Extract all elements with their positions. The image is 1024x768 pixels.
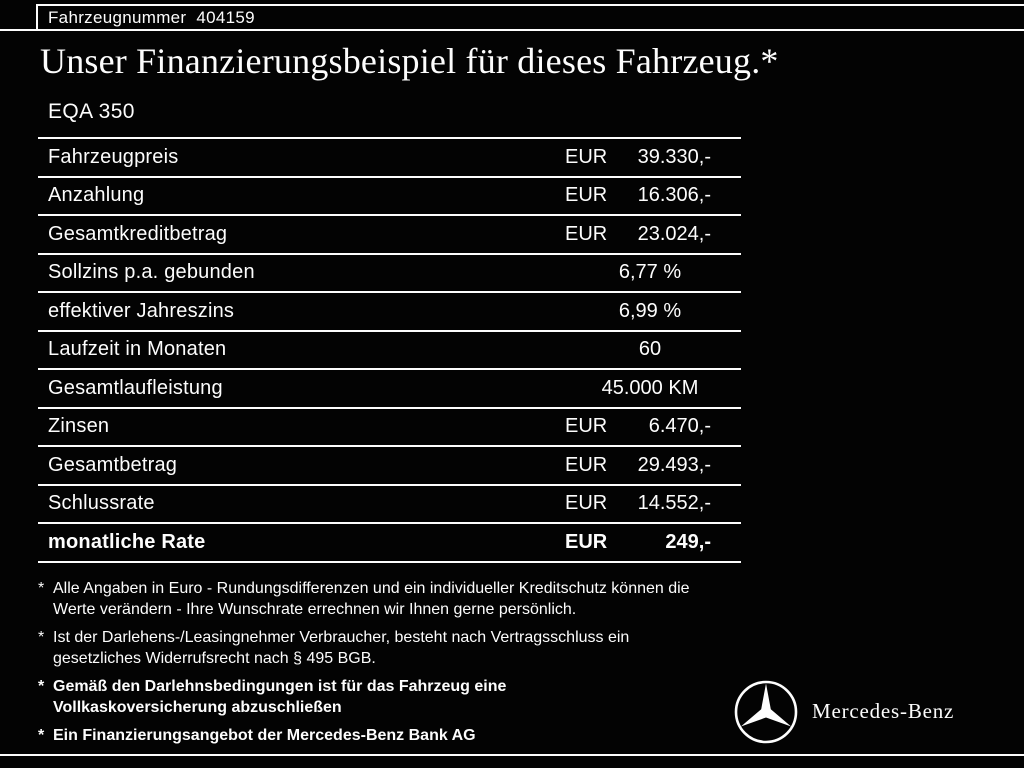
row-label: monatliche Rate <box>48 530 206 553</box>
top-divider <box>36 4 1024 6</box>
row-value: 6,77 % <box>618 261 682 284</box>
footnote: * Ist der Darlehens-/Leasingnehmer Verbr… <box>38 627 758 669</box>
table-row: Zinsen EUR 6.470,- <box>38 406 741 446</box>
table-row: Anzahlung EUR 16.306,- <box>38 175 741 215</box>
row-currency: EUR <box>565 145 608 168</box>
footnote-marker: * <box>38 727 45 744</box>
footnote-line: Vollkaskoversicherung abzuschließen <box>53 699 342 716</box>
row-value: 6.470,- <box>648 415 711 438</box>
row-currency: EUR <box>565 222 608 245</box>
row-value: 14.552,- <box>637 492 711 515</box>
footnote-marker: * <box>38 678 45 695</box>
footnote-line: Ist der Darlehens-/Leasingnehmer Verbrau… <box>53 629 630 646</box>
table-row: effektiver Jahreszins 6,99 % <box>38 291 741 330</box>
model-name: EQA 350 <box>48 100 135 123</box>
table-row: Schlussrate EUR 14.552,- <box>38 483 741 523</box>
row-label: effektiver Jahreszins <box>48 299 235 322</box>
table-row-monthly-rate: monatliche Rate EUR 249,- <box>38 522 741 563</box>
table-row: Gesamtbetrag EUR 29.493,- <box>38 445 741 484</box>
footnote-line: gesetzliches Widerrufsrecht nach § 495 B… <box>53 650 376 667</box>
row-value: 45.000 KM <box>601 376 699 399</box>
footnote-line: Gemäß den Darlehnsbedingungen ist für da… <box>53 678 507 695</box>
brand-wordmark: Mercedes-Benz <box>812 699 955 723</box>
finance-table: Fahrzeugpreis EUR 39.330,- Anzahlung EUR 1… <box>38 137 741 563</box>
top-left-tick <box>36 4 38 31</box>
footnote-line: Alle Angaben in Euro - Rundungsdifferenz… <box>53 580 690 597</box>
vehicle-number: Fahrzeugnummer 404159 <box>48 8 255 27</box>
table-row: Laufzeit in Monaten 60 <box>38 329 741 369</box>
row-label: Gesamtbetrag <box>48 453 178 476</box>
page-title: Unser Finanzierungsbeispiel für dieses F… <box>40 41 779 81</box>
table-row: Gesamtkreditbetrag EUR 23.024,- <box>38 214 741 253</box>
header-divider <box>0 29 1024 31</box>
footnote: * Alle Angaben in Euro - Rundungsdiffere… <box>38 578 758 620</box>
row-currency: EUR <box>565 184 608 207</box>
table-row: Sollzins p.a. gebunden 6,77 % <box>38 252 741 292</box>
row-label: Schlussrate <box>48 492 155 515</box>
row-value: 23.024,- <box>637 222 711 245</box>
footnote-line: Ein Finanzierungsangebot der Mercedes-Be… <box>53 727 476 744</box>
row-currency: EUR <box>565 530 608 553</box>
row-label: Gesamtlaufleistung <box>48 376 223 399</box>
row-currency: EUR <box>565 415 608 438</box>
row-label: Sollzins p.a. gebunden <box>48 261 255 284</box>
brand-block: Mercedes-Benz <box>733 679 953 745</box>
table-row: Gesamtlaufleistung 45.000 KM <box>38 368 741 407</box>
footnote: * Gemäß den Darlehnsbedingungen ist für … <box>38 676 758 718</box>
row-currency: EUR <box>565 453 608 476</box>
row-value: 249,- <box>665 530 711 553</box>
row-currency: EUR <box>565 492 608 515</box>
row-label: Gesamtkreditbetrag <box>48 222 228 245</box>
footnote: * Ein Finanzierungsangebot der Mercedes-… <box>38 725 758 746</box>
row-value: 39.330,- <box>637 145 711 168</box>
footnote-line: Werte verändern - Ihre Wunschrate errech… <box>53 601 577 618</box>
footnotes: * Alle Angaben in Euro - Rundungsdiffere… <box>38 578 758 753</box>
row-label: Laufzeit in Monaten <box>48 338 227 361</box>
mercedes-star-icon <box>734 680 798 744</box>
row-value: 29.493,- <box>637 453 711 476</box>
table-row: Fahrzeugpreis EUR 39.330,- <box>38 137 741 176</box>
row-value: 60 <box>638 338 662 361</box>
row-label: Anzahlung <box>48 184 145 207</box>
row-value: 16.306,- <box>637 184 711 207</box>
row-value: 6,99 % <box>618 299 682 322</box>
row-label: Zinsen <box>48 415 110 438</box>
footnote-marker: * <box>38 580 45 597</box>
row-label: Fahrzeugpreis <box>48 145 179 168</box>
bottom-divider <box>0 754 1024 756</box>
footnote-marker: * <box>38 629 45 646</box>
